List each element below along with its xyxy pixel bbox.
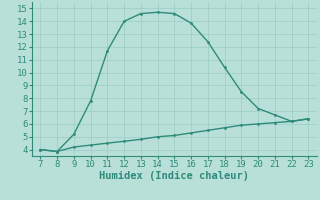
X-axis label: Humidex (Indice chaleur): Humidex (Indice chaleur)	[100, 171, 249, 181]
